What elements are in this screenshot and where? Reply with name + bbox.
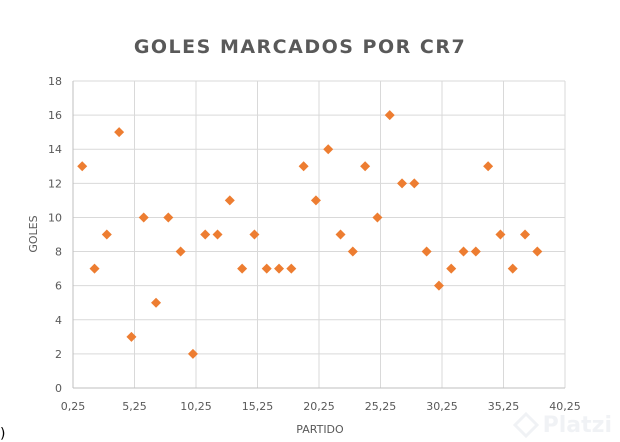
data-point — [372, 212, 383, 223]
data-point — [384, 110, 395, 121]
data-point — [274, 263, 285, 274]
x-tick-label: 25,25 — [365, 400, 397, 413]
y-tick-label: 14 — [48, 143, 62, 156]
data-point — [458, 246, 469, 257]
data-point — [114, 127, 125, 138]
x-tick-label: 5,25 — [122, 400, 147, 413]
data-point — [532, 246, 543, 257]
data-point — [347, 246, 358, 257]
x-tick-label: 15,25 — [242, 400, 274, 413]
corner-mark: ) — [0, 426, 6, 442]
y-axis-label: GOLES — [27, 215, 40, 252]
y-tick-label: 4 — [55, 314, 62, 327]
data-point — [77, 161, 88, 172]
data-point — [212, 229, 223, 240]
y-tick-label: 6 — [55, 280, 62, 293]
data-point — [261, 263, 272, 274]
data-point — [446, 263, 457, 274]
data-point — [101, 229, 112, 240]
data-point — [163, 212, 174, 223]
data-point — [483, 161, 494, 172]
watermark-text: Platzi — [542, 412, 612, 438]
data-point — [151, 297, 162, 308]
data-point — [323, 144, 334, 155]
data-point — [520, 229, 531, 240]
data-points — [77, 110, 543, 359]
data-point — [89, 263, 100, 274]
platzi-watermark: Platzi — [512, 412, 612, 438]
axes — [72, 81, 565, 389]
data-point — [187, 348, 198, 359]
x-tick-label: 0,25 — [61, 400, 86, 413]
data-point — [470, 246, 481, 257]
x-tick-label: 30,25 — [426, 400, 458, 413]
x-tick-label: 40,25 — [549, 400, 581, 413]
y-tick-label: 10 — [48, 211, 62, 224]
data-point — [421, 246, 432, 257]
y-tick-label: 16 — [48, 109, 62, 122]
y-tick-label: 8 — [55, 246, 62, 259]
x-tick-labels: 0,25 5,25 10,25 15,25 20,25 25,25 30,25 35,25 40… — [61, 400, 581, 413]
platzi-logo-icon — [512, 412, 539, 438]
data-point — [249, 229, 260, 240]
chart-title: GOLES MARCADOS POR CR7 — [134, 36, 466, 58]
data-point — [224, 195, 235, 206]
data-point — [360, 161, 371, 172]
data-point — [237, 263, 248, 274]
data-point — [397, 178, 408, 189]
y-tick-label: 0 — [55, 382, 62, 395]
x-tick-label: 35,25 — [488, 400, 520, 413]
y-tick-label: 12 — [48, 177, 62, 190]
data-point — [495, 229, 506, 240]
data-point — [138, 212, 149, 223]
data-point — [507, 263, 518, 274]
data-point — [286, 263, 297, 274]
data-point — [298, 161, 309, 172]
grid — [73, 80, 566, 388]
data-point — [409, 178, 420, 189]
y-tick-label: 18 — [48, 75, 62, 88]
x-axis-label: PARTIDO — [296, 423, 344, 436]
data-point — [175, 246, 186, 257]
data-point — [310, 195, 321, 206]
y-tick-labels: 0 2 4 6 8 10 12 14 16 18 — [48, 75, 62, 395]
y-tick-label: 2 — [55, 348, 62, 361]
x-tick-label: 10,25 — [180, 400, 212, 413]
data-point — [335, 229, 346, 240]
data-point — [200, 229, 211, 240]
data-point — [433, 280, 444, 291]
x-tick-label: 20,25 — [303, 400, 335, 413]
data-point — [126, 331, 137, 342]
